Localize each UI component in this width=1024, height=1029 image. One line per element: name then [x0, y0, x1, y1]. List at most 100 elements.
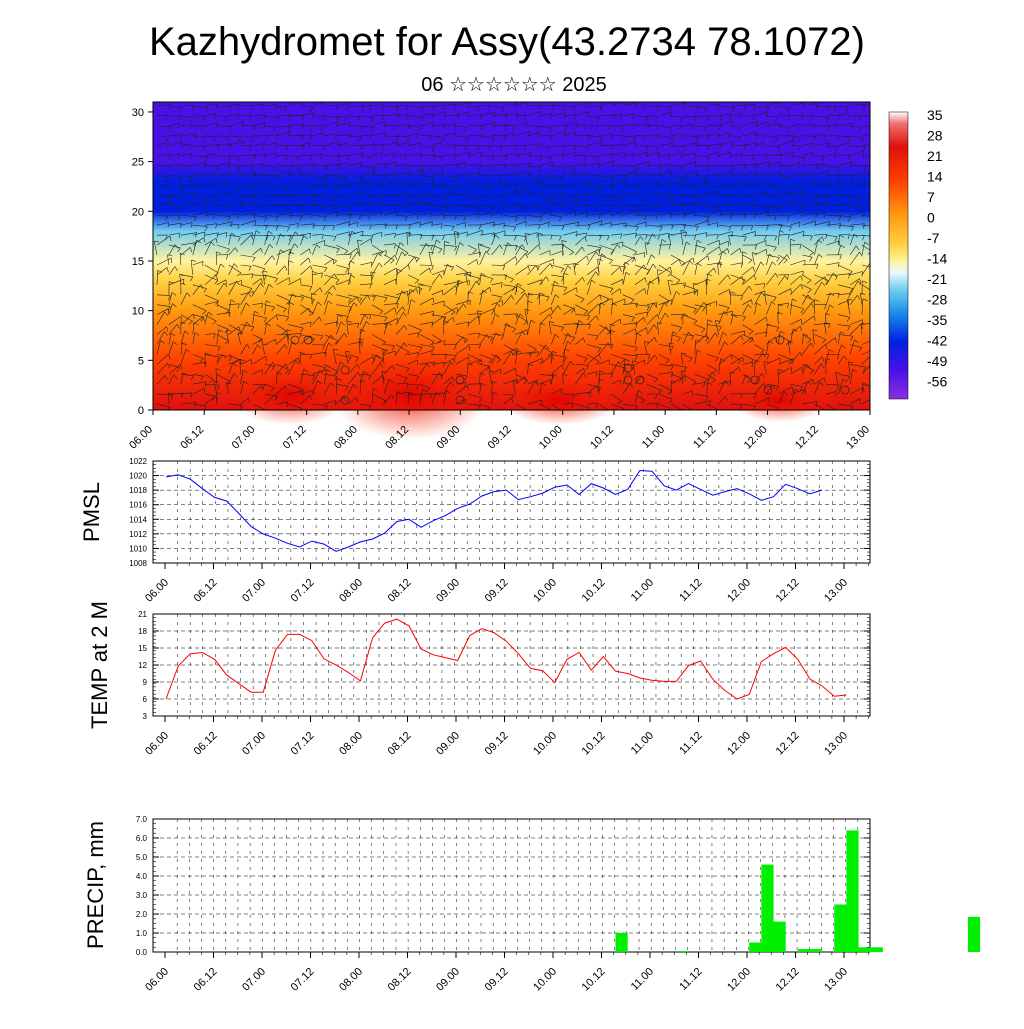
wind-barb-flag [718, 411, 722, 415]
time-tick-label: 07.00 [240, 577, 268, 605]
colorbar-label: 0 [927, 210, 935, 226]
height-tick-label: 20 [132, 206, 144, 218]
colorbar-label: 35 [927, 107, 943, 123]
time-tick-label: 07.00 [230, 424, 258, 452]
time-tick-label: 07.00 [240, 730, 268, 758]
time-tick-label: 08.00 [337, 966, 365, 994]
y-tick-label: 1012 [129, 530, 147, 539]
wind-barb-flag [871, 262, 874, 266]
pmsl-panel: PMSL 1008101010121014101610181020102206.… [79, 457, 870, 605]
time-tick-label: 09.12 [483, 577, 511, 605]
precip-bar [761, 865, 773, 952]
y-tick-label: 1010 [129, 544, 147, 553]
y-tick-label: 1008 [129, 559, 147, 568]
time-tick-label: 10.12 [580, 730, 608, 758]
pmsl-series-line [166, 471, 822, 552]
height-tick-label: 0 [138, 405, 144, 417]
y-tick-label: 1022 [129, 457, 147, 466]
colorbar-label: -7 [927, 230, 940, 246]
time-tick-label: 10.12 [580, 577, 608, 605]
pmsl-ylabel: PMSL [79, 482, 104, 542]
y-tick-label: 0.0 [136, 948, 148, 957]
time-tick-label: 09.00 [434, 966, 462, 994]
time-tick-label: 10.12 [588, 424, 616, 452]
precip-bar [774, 922, 786, 952]
y-tick-label: 6 [143, 695, 148, 704]
y-tick-label: 1020 [129, 472, 147, 481]
wind-barb-flag [873, 323, 874, 328]
precip-bar [968, 917, 980, 952]
y-tick-label: 7.0 [136, 815, 148, 824]
colorbar-gradient [889, 112, 908, 399]
wind-barb-flag [873, 353, 875, 358]
time-tick-label: 06.00 [143, 730, 171, 758]
time-tick-label: 06.12 [178, 424, 206, 452]
colorbar-label: -42 [927, 333, 947, 349]
height-tick-label: 25 [132, 157, 144, 169]
wind-barb-flag [871, 116, 873, 121]
time-tick-label: 13.00 [822, 577, 850, 605]
time-tick-label: 11.12 [677, 577, 704, 604]
time-tick-label: 12.12 [774, 730, 802, 758]
temperature-field [153, 102, 870, 410]
height-tick-label: 10 [132, 306, 144, 318]
time-tick-label: 06.00 [143, 577, 171, 605]
wind-barb-flag [872, 268, 875, 272]
wind-barb-flag [681, 411, 685, 414]
precip-ylabel: PRECIP, mm [83, 821, 108, 949]
precip-bar [798, 949, 810, 952]
wind-barb-flag [877, 182, 878, 187]
precip-panel: PRECIP, mm 0.01.02.03.04.05.06.07.006.00… [83, 815, 980, 994]
wind-barb-flag [873, 203, 874, 208]
wind-barb-flag [872, 103, 873, 108]
time-tick-label: 12.00 [725, 577, 753, 605]
y-tick-label: 5.0 [136, 853, 148, 862]
warm-core [230, 365, 350, 425]
time-tick-label: 13.00 [844, 424, 872, 452]
colorbar-label: -35 [927, 312, 947, 328]
time-tick-label: 08.12 [386, 577, 414, 605]
wind-barb-flag [691, 413, 695, 416]
y-tick-label: 2.0 [136, 910, 148, 919]
time-tick-label: 06.00 [143, 966, 171, 994]
colorbar-label: -28 [927, 292, 947, 308]
time-tick-label: 06.12 [192, 730, 220, 758]
colorbar-label: -21 [927, 271, 947, 287]
time-tick-label: 11.12 [677, 730, 704, 757]
time-tick-label: 11.00 [629, 966, 656, 993]
wind-barb-flag [872, 127, 874, 131]
wind-barb-flag [874, 397, 875, 402]
time-tick-label: 11.12 [691, 424, 718, 451]
time-tick-label: 12.12 [793, 424, 821, 452]
time-tick-label: 11.00 [640, 424, 667, 451]
chart-title: Kazhydromet for Assy(43.2734 78.1072) [149, 20, 865, 64]
time-tick-label: 06.12 [192, 966, 220, 994]
time-tick-label: 13.00 [822, 966, 850, 994]
time-tick-label: 09.12 [483, 966, 511, 994]
wind-barb-flag [876, 142, 877, 147]
time-tick-label: 10.00 [531, 577, 559, 605]
y-tick-label: 21 [138, 610, 147, 619]
wind-barb-flag [875, 388, 878, 392]
time-tick-label: 11.12 [677, 966, 704, 993]
time-tick-label: 09.00 [434, 577, 462, 605]
precip-bars [616, 830, 981, 952]
time-tick-label: 12.12 [774, 577, 802, 605]
time-tick-label: 07.12 [281, 424, 309, 452]
time-tick-label: 09.00 [434, 730, 462, 758]
y-tick-label: 1014 [129, 515, 147, 524]
wind-barb-flag [875, 195, 877, 200]
colorbar-label: 7 [927, 189, 935, 205]
time-tick-label: 08.00 [337, 730, 365, 758]
precip-bar [871, 947, 883, 952]
time-tick-label: 08.00 [337, 577, 365, 605]
time-tick-label: 11.00 [629, 577, 656, 604]
wind-barb-flag [872, 225, 874, 230]
time-tick-label: 12.00 [742, 424, 770, 452]
colorbar-label: 21 [927, 148, 943, 164]
y-tick-label: 3.0 [136, 891, 148, 900]
wind-barb-flag [871, 217, 873, 221]
